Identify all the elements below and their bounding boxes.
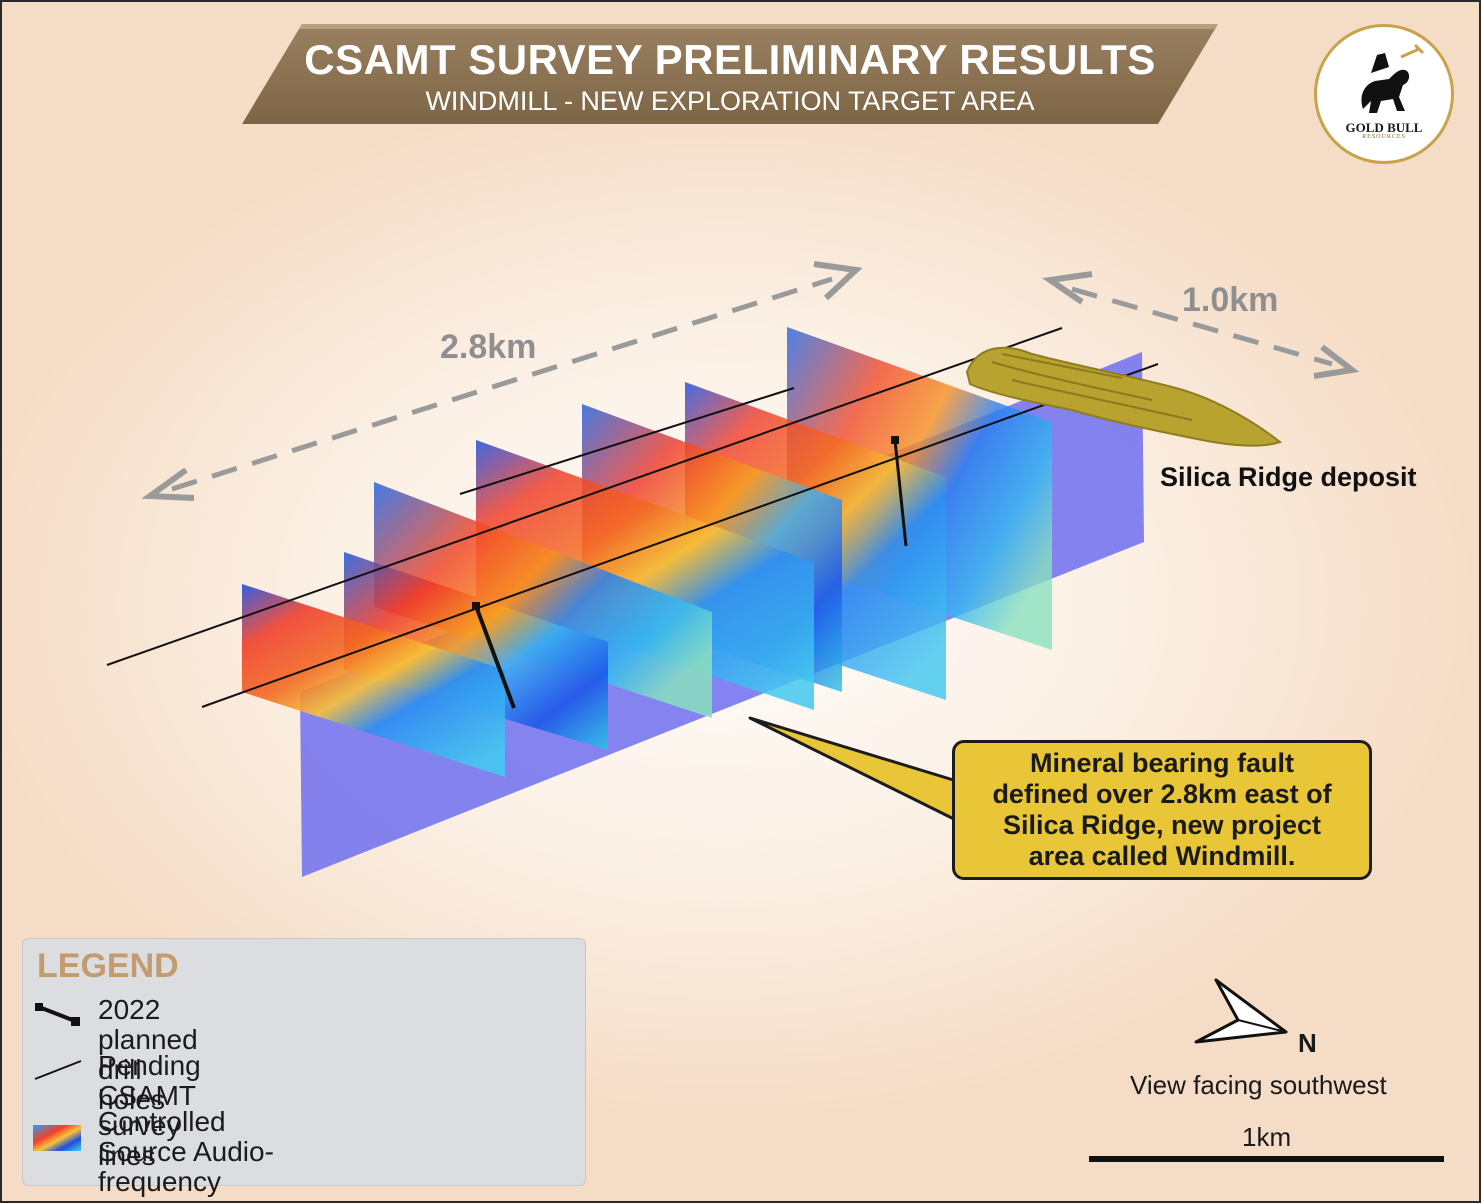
legend-title: LEGEND: [37, 947, 179, 985]
legend-label-csamt: Controlled Source Audio-frequency Magnet…: [98, 1106, 302, 1202]
page-title: CSAMT SURVEY PRELIMINARY RESULTS: [304, 36, 1156, 83]
scale-bar: [1089, 1156, 1444, 1162]
survey-line-icon: [34, 1060, 82, 1080]
width-label: 1.0km: [1182, 281, 1279, 319]
fault-callout-text: Mineral bearing fault defined over 2.8km…: [992, 748, 1332, 871]
callout-pointer: [748, 716, 962, 824]
csamt-section-1: [242, 584, 505, 777]
deposit-label: Silica Ridge deposit: [1160, 462, 1417, 492]
width-dimension-arrow: [1041, 271, 1360, 379]
logo-name: GOLD BULL: [1345, 120, 1423, 135]
silica-ridge-deposit: [965, 346, 1283, 447]
page-subtitle: WINDMILL - NEW EXPLORATION TARGET AREA: [425, 86, 1035, 116]
legend-label-drill-holes: 2022 planned drill holes: [98, 994, 198, 1115]
view-direction-label: View facing southwest: [1130, 1070, 1387, 1100]
logo-tagline: RESOURCES: [1362, 134, 1406, 140]
survey-line-north: [106, 327, 1063, 666]
north-label: N: [1298, 1028, 1317, 1058]
north-arrow-icon: [1194, 978, 1288, 1044]
survey-line-short: [459, 387, 795, 495]
csamt-section-2: [344, 552, 608, 750]
length-label: 2.8km: [440, 328, 537, 366]
drill-hole-1: [472, 602, 516, 709]
drill-hole-icon: [35, 1003, 80, 1026]
title-banner: CSAMT SURVEY PRELIMINARY RESULTS WINDMIL…: [242, 24, 1218, 124]
fault-callout: Mineral bearing fault defined over 2.8km…: [952, 740, 1372, 880]
csamt-section-4: [476, 440, 814, 710]
csamt-swatch-icon: [33, 1125, 81, 1151]
drill-hole-2: [891, 436, 908, 547]
legend: LEGEND 2022 planned drill holes Pending …: [22, 938, 586, 1201]
legend-label-survey-lines: Pending CSAMT survey lines: [98, 1050, 201, 1171]
gold-bull-logo: GOLD BULL RESOURCES: [1314, 24, 1454, 164]
scale-label: 1km: [1242, 1122, 1292, 1152]
survey-line-south: [201, 363, 1159, 708]
length-dimension-arrow: [141, 261, 863, 501]
